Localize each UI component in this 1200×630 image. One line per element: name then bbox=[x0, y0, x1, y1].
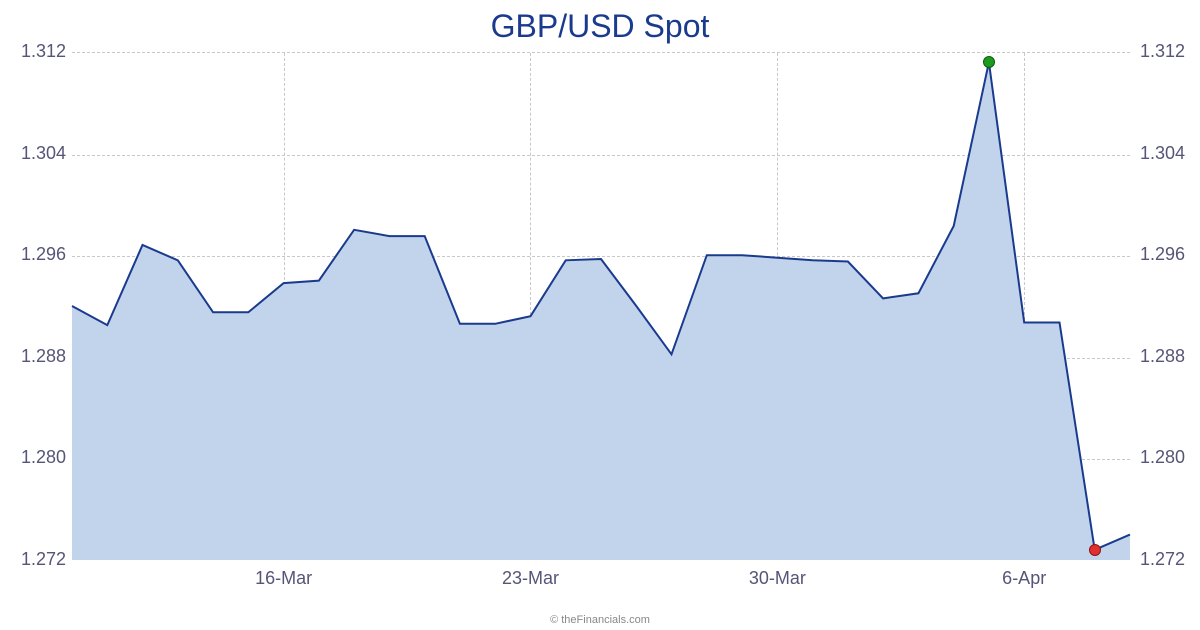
x-axis-label: 16-Mar bbox=[255, 568, 312, 589]
chart-svg bbox=[0, 0, 1200, 630]
low-marker bbox=[1089, 544, 1101, 556]
attribution-text: © theFinancials.com bbox=[0, 614, 1200, 626]
y-axis-label-right: 1.304 bbox=[1140, 143, 1200, 164]
y-axis-label-left: 1.288 bbox=[6, 346, 66, 367]
y-axis-label-left: 1.304 bbox=[6, 143, 66, 164]
area-fill bbox=[72, 62, 1130, 560]
y-axis-label-left: 1.296 bbox=[6, 244, 66, 265]
x-axis-label: 23-Mar bbox=[502, 568, 559, 589]
y-axis-label-right: 1.272 bbox=[1140, 549, 1200, 570]
x-axis-label: 6-Apr bbox=[1002, 568, 1046, 589]
high-marker bbox=[983, 56, 995, 68]
y-axis-label-right: 1.312 bbox=[1140, 41, 1200, 62]
y-axis-label-right: 1.280 bbox=[1140, 447, 1200, 468]
y-axis-label-right: 1.288 bbox=[1140, 346, 1200, 367]
y-axis-label-left: 1.312 bbox=[6, 41, 66, 62]
y-axis-label-left: 1.272 bbox=[6, 549, 66, 570]
x-axis-label: 30-Mar bbox=[749, 568, 806, 589]
y-axis-label-left: 1.280 bbox=[6, 447, 66, 468]
y-axis-label-right: 1.296 bbox=[1140, 244, 1200, 265]
